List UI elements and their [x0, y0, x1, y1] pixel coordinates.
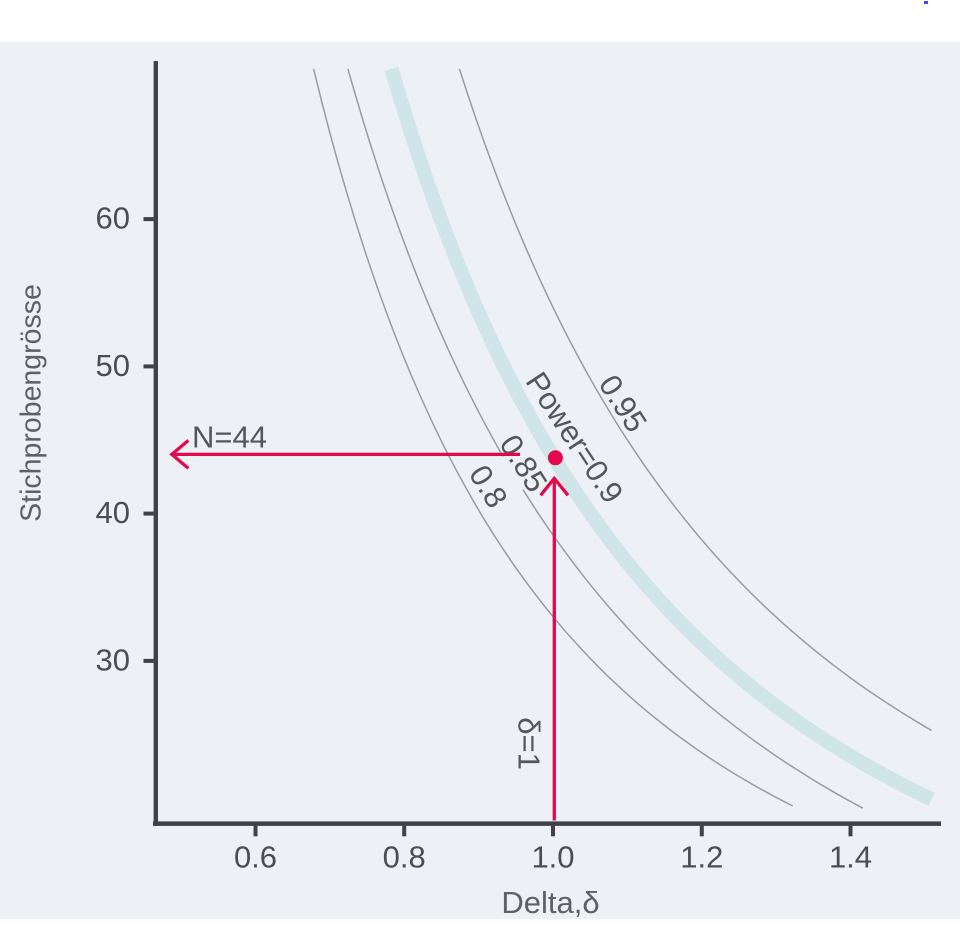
svg-text:Delta,δ: Delta,δ: [501, 885, 599, 920]
svg-text:1.4: 1.4: [829, 840, 872, 875]
svg-text:1.2: 1.2: [680, 840, 723, 875]
svg-text:Stichprobengrösse: Stichprobengrösse: [16, 284, 48, 522]
svg-text:0.6: 0.6: [234, 840, 277, 875]
svg-text:N=44: N=44: [192, 420, 267, 455]
svg-text:0.8: 0.8: [383, 840, 426, 875]
svg-text:50: 50: [96, 348, 130, 383]
svg-text:δ=1: δ=1: [512, 717, 547, 770]
svg-text:1.0: 1.0: [531, 840, 574, 875]
svg-text:60: 60: [96, 201, 130, 236]
svg-text:40: 40: [96, 495, 130, 530]
svg-text:30: 30: [96, 642, 130, 677]
